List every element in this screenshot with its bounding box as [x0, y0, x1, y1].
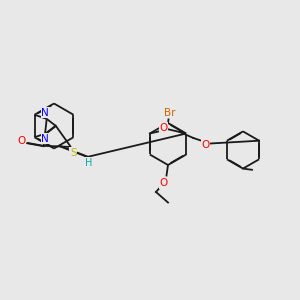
Text: O: O [159, 122, 167, 133]
Text: N: N [41, 108, 49, 118]
Text: O: O [17, 136, 25, 146]
Text: O: O [201, 140, 209, 150]
Text: H: H [85, 158, 92, 168]
Text: S: S [70, 148, 76, 158]
Text: O: O [159, 178, 168, 188]
Text: N: N [41, 134, 49, 143]
Text: Br: Br [164, 107, 175, 118]
